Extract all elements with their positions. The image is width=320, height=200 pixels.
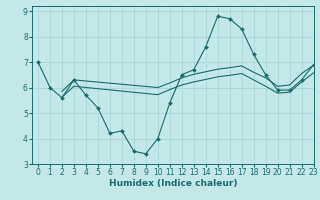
X-axis label: Humidex (Indice chaleur): Humidex (Indice chaleur) <box>108 179 237 188</box>
